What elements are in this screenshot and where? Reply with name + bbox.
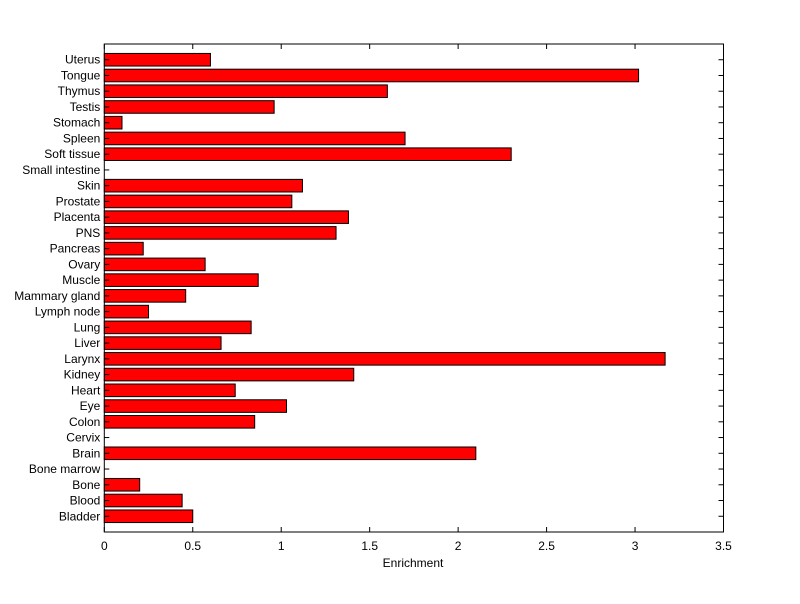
y-tick-label: Pancreas [50,242,101,256]
y-tick-label: Testis [70,100,101,114]
y-tick-label: Larynx [64,352,100,366]
y-tick-label: Tongue [61,68,101,82]
bar-lung [103,320,252,335]
y-tick-label: Cervix [66,431,100,445]
x-tick-label: 1 [278,539,285,553]
bar-kidney [103,367,355,382]
y-tick-label: Skin [77,179,100,193]
y-tick-label: Bone [72,478,100,492]
bar-ovary [103,257,206,272]
y-tick-label: Thymus [58,84,101,98]
x-tick-label: 3.5 [715,539,732,553]
y-tick-label: Lung [74,320,101,334]
bar-blood [103,493,183,508]
x-tick-label: 0.5 [184,539,201,553]
y-tick-label: Muscle [62,273,100,287]
bar-uterus [103,52,211,67]
bar-pns [103,226,337,240]
bar-testis [103,100,275,114]
bar-liver [103,336,222,350]
y-tick-label: Mammary gland [14,289,100,303]
bar-pancreas [103,241,144,256]
bar-larynx [103,352,666,366]
bar-soft-tissue [103,147,512,161]
y-tick-label: Kidney [64,368,101,382]
x-tick-label: 3 [632,539,639,553]
y-tick-label: PNS [76,226,101,240]
y-tick-label: Liver [74,336,100,350]
x-tick-label: 2.5 [538,539,555,553]
y-tick-label: Brain [72,446,100,460]
y-tick-label: Uterus [65,53,100,67]
y-tick-label: Eye [80,399,101,413]
y-tick-label: Lymph node [35,305,101,319]
y-tick-label: Soft tissue [44,147,100,161]
x-tick-label: 2 [455,539,462,553]
y-tick-label: Prostate [56,194,101,208]
bar-eye [103,399,288,413]
y-tick-label: Small intestine [22,163,100,177]
bar-spleen [103,131,406,146]
y-tick-label: Placenta [54,210,101,224]
bar-brain [103,446,477,461]
x-axis-label: Enrichment [383,556,444,570]
bar-placenta [103,210,349,224]
x-tick-label: 0 [101,539,108,553]
bar-bladder [103,509,194,524]
y-tick-label: Stomach [53,116,100,130]
bar-colon [103,415,256,429]
y-tick-label: Bladder [59,509,100,523]
bar-muscle [103,273,259,287]
y-tick-label: Bone marrow [29,462,101,476]
bar-thymus [103,84,388,99]
bar-skin [103,178,303,193]
bar-tongue [103,68,640,83]
plot-frame [103,43,725,533]
bar-prostate [103,194,293,209]
y-tick-label: Spleen [63,131,100,145]
bar-heart [103,383,236,398]
y-tick-label: Blood [70,494,101,508]
y-tick-label: Ovary [68,257,100,271]
x-tick-label: 1.5 [361,539,378,553]
y-tick-label: Colon [69,415,100,429]
bar-mammary-gland [103,289,187,303]
y-tick-label: Heart [71,383,101,397]
bar-lymph-node [103,304,150,319]
bar-bone [103,477,141,492]
